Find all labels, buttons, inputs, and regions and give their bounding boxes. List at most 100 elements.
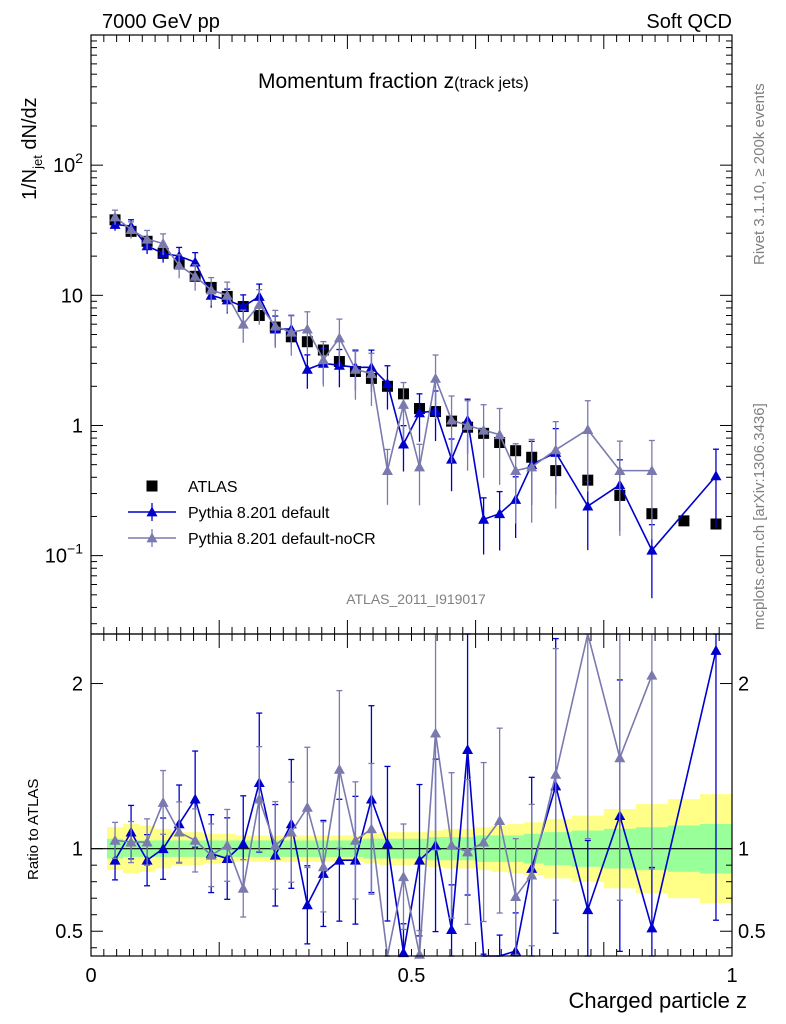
ratio-point-triangle [141,836,153,847]
ratio-point-triangle [430,727,442,738]
ratio-point-triangle [189,793,201,804]
ratio-point-triangle [301,801,313,812]
data-point-triangle [550,444,562,455]
data-point-triangle [237,318,249,329]
data-point-triangle [510,465,522,476]
ratio-ylabel: Ratio to ATLAS [25,779,42,880]
data-point-triangle [646,544,658,555]
data-point-triangle [173,259,185,270]
ratio-y-tick-label: 0.5 [55,921,83,943]
ratio-point-triangle [462,846,474,857]
xlabel: Charged particle z [568,988,747,1013]
ratio-point-triangle [109,834,121,845]
legend: ATLAS Pythia 8.201 default Pythia 8.201 de… [128,479,376,548]
ratio-point-triangle [253,793,265,804]
ratio-point-triangle [237,838,249,849]
rivet-label: Rivet 3.1.10, ≥ 200k events [751,83,768,265]
ratio-panel: 0 0.5 10.5 0.51 12 2 [55,633,766,987]
ratio-point-triangle [125,836,137,847]
legend-marker [146,480,158,492]
ratio-point-triangle [646,922,658,933]
ratio-point-triangle [317,861,329,872]
ratio-point-triangle [414,948,426,959]
ratio-y-tick-label: 2 [72,674,83,696]
ratio-point-triangle [157,796,169,807]
ratio-point-triangle [478,836,490,847]
ratio-point-triangle [462,744,474,754]
data-point-triangle [462,419,474,430]
data-point-triangle [414,461,426,472]
ratio-series-pythia-8-201-default [109,633,722,958]
y-tick-label: 102 [53,150,83,177]
ratio-point-triangle [269,839,281,850]
legend-label: ATLAS [188,479,238,496]
ratio-point-triangle [710,645,722,655]
ratio-point-triangle [285,826,297,837]
ratio-point-triangle [494,815,506,825]
data-point-triangle [478,424,490,435]
data-point-triangle [301,323,313,334]
ratio-point-triangle [582,904,594,915]
ratio-y-tick-label-right: 0.5 [738,921,766,943]
x-tick-label: 0 [85,965,96,987]
ratio-y-tick-label: 1 [72,839,83,861]
legend-entry: Pythia 8.201 default [128,503,330,522]
main-title-sub: (track jets) [454,75,529,92]
ratio-point-triangle [550,768,562,779]
data-point-triangle [582,500,594,511]
data-point-triangle [526,461,538,472]
header-left: 7000 GeV pp [102,11,220,33]
ratio-point-triangle [510,891,522,901]
y-tick-label: 10 [61,285,83,307]
ratio-point-triangle [349,834,361,845]
ratio-point-triangle [301,899,313,910]
data-point-triangle [141,233,153,244]
data-point-triangle [646,465,658,476]
legend-label: Pythia 8.201 default [188,505,330,522]
ratio-point-triangle [365,823,377,834]
data-point-atlas [678,515,690,527]
data-point-triangle [317,354,329,365]
data-point-triangle [381,465,393,476]
series-line [114,223,717,552]
ratio-point-triangle [414,854,426,865]
legend-marker [146,532,158,543]
ratio-point-triangle [189,834,201,845]
ratio-point-triangle [333,763,345,774]
analysis-watermark: ATLAS_2011_I919017 [346,591,486,607]
header-right: Soft QCD [646,11,732,33]
data-point-triangle [446,414,458,425]
ratio-point-triangle [526,869,538,880]
ratio-point-triangle [205,849,217,860]
legend-label: Pythia 8.201 default-noCR [188,531,376,548]
data-point-triangle [205,284,217,295]
data-point-triangle [397,438,409,449]
data-point-triangle [221,289,233,300]
x-tick-label: 0.5 [398,965,426,987]
data-point-triangle [301,363,313,374]
data-point-triangle [285,326,297,337]
ratio-y-tick-label-right: 1 [738,839,749,861]
data-point-triangle [333,332,345,343]
ratio-point-triangle [614,752,626,763]
y-tick-label: 1 [72,415,83,437]
main-title: Momentum fraction z(track jets) [258,70,529,93]
ratio-point-triangle [446,839,458,850]
ratio-series-pythia-8-201-default-nocr [109,633,658,959]
ratio-point-triangle [109,854,121,865]
data-point-triangle [109,211,121,222]
data-point-triangle [349,363,361,374]
legend-entry: ATLAS [146,479,238,496]
data-point-triangle [189,270,201,281]
ratio-point-triangle [333,854,345,865]
data-point-triangle [125,224,137,234]
data-point-triangle [269,320,281,331]
series-pythia-8-201-default-nocr [109,209,658,540]
mcplots-label: mcplots.cern.ch [arXiv:1306.3436] [751,403,768,630]
ratio-point-triangle [397,947,409,958]
data-point-triangle [614,465,626,476]
data-point-triangle [582,424,594,434]
data-point-triangle [253,299,265,309]
ratio-line [114,650,717,957]
